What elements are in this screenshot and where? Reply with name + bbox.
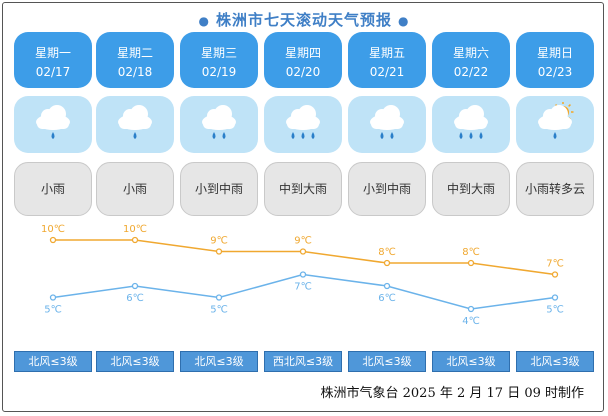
wind-label: 北风≤3级 bbox=[96, 351, 174, 372]
low-temp-point bbox=[49, 294, 57, 301]
high-temp-point bbox=[131, 236, 139, 244]
low-temp-label: 5℃ bbox=[546, 305, 564, 316]
high-temp-label: 10℃ bbox=[41, 224, 65, 235]
high-temp-label: 8℃ bbox=[378, 247, 396, 258]
low-temp-label: 7℃ bbox=[294, 282, 312, 293]
high-temp-label: 7℃ bbox=[546, 259, 564, 270]
date-label: 02/20 bbox=[285, 65, 321, 79]
weekday-label: 星期四 bbox=[284, 46, 321, 60]
rain-to-cloudy-icon bbox=[516, 96, 594, 153]
wind-label: 北风≤3级 bbox=[516, 351, 594, 372]
wind-label: 北风≤3级 bbox=[432, 351, 510, 372]
low-temp-label: 6℃ bbox=[378, 293, 396, 304]
weather-description: 小雨 bbox=[96, 162, 174, 216]
weather-description: 中到大雨 bbox=[432, 162, 510, 216]
low-temp-point bbox=[131, 282, 139, 290]
day-header: 星期四 02/20 bbox=[264, 32, 342, 88]
weekday-label: 星期二 bbox=[116, 46, 153, 60]
low-temp-point bbox=[383, 282, 391, 290]
weekday-label: 星期一 bbox=[34, 46, 71, 60]
title-dot-right: ● bbox=[398, 14, 410, 28]
weather-description: 小到中雨 bbox=[180, 162, 258, 216]
weather-description: 中到大雨 bbox=[264, 162, 342, 216]
raindrop-icon bbox=[222, 132, 226, 139]
low-temp-label: 5℃ bbox=[44, 305, 62, 316]
heavy-rain-icon bbox=[264, 96, 342, 153]
wind-label: 北风≤3级 bbox=[14, 351, 92, 372]
date-label: 02/23 bbox=[537, 65, 573, 79]
high-temp-point bbox=[551, 271, 559, 278]
high-temp-label: 9℃ bbox=[210, 236, 228, 247]
low-temp-point bbox=[299, 271, 307, 278]
moderate-rain-icon bbox=[348, 96, 426, 153]
raindrop-icon bbox=[133, 132, 137, 139]
wind-label: 西北风≤3级 bbox=[264, 351, 342, 372]
high-temp-point bbox=[49, 236, 57, 244]
cloud-icon bbox=[538, 105, 572, 130]
wind-label: 北风≤3级 bbox=[180, 351, 258, 372]
weekday-label: 星期日 bbox=[536, 46, 573, 60]
raindrop-icon bbox=[212, 132, 216, 139]
light-rain-icon bbox=[96, 96, 174, 153]
high-temp-point bbox=[299, 248, 307, 255]
date-label: 02/21 bbox=[369, 65, 405, 79]
cloud-icon bbox=[370, 105, 404, 130]
low-temp-label: 6℃ bbox=[126, 293, 144, 304]
raindrop-icon bbox=[51, 132, 55, 139]
weekday-label: 星期五 bbox=[368, 46, 405, 60]
day-header: 星期五 02/21 bbox=[348, 32, 426, 88]
day-header: 星期日 02/23 bbox=[516, 32, 594, 88]
title-text: 株洲市七天滚动天气预报 bbox=[215, 11, 392, 29]
low-temp-point bbox=[467, 305, 475, 313]
low-temp-label: 4℃ bbox=[462, 316, 480, 327]
issuer-footer: 株洲市气象台 2025 年 2 月 17 日 09 时制作 bbox=[320, 386, 585, 401]
light-rain-icon bbox=[14, 96, 92, 153]
date-label: 02/19 bbox=[201, 65, 237, 79]
cloud-icon bbox=[36, 105, 70, 130]
wind-label: 北风≤3级 bbox=[348, 351, 426, 372]
low-temp-label: 5℃ bbox=[210, 305, 228, 316]
day-header: 星期三 02/19 bbox=[180, 32, 258, 88]
raindrop-icon bbox=[311, 132, 315, 139]
cloud-icon bbox=[118, 105, 152, 130]
page-title: ● 株洲市七天滚动天气预报 ● bbox=[0, 9, 608, 30]
low-temp-point bbox=[215, 294, 223, 301]
raindrop-icon bbox=[380, 132, 384, 139]
high-temp-label: 9℃ bbox=[294, 236, 312, 247]
high-temp-label: 8℃ bbox=[462, 247, 480, 258]
date-label: 02/17 bbox=[35, 65, 71, 79]
weekday-label: 星期六 bbox=[452, 46, 489, 60]
cloud-icon bbox=[286, 105, 320, 130]
low-temp-point bbox=[551, 294, 559, 301]
weather-description: 小到中雨 bbox=[348, 162, 426, 216]
date-label: 02/18 bbox=[117, 65, 153, 79]
high-temp-point bbox=[215, 248, 223, 255]
raindrop-icon bbox=[390, 132, 394, 139]
raindrop-icon bbox=[459, 132, 463, 139]
weather-description: 小雨转多云 bbox=[516, 162, 594, 216]
high-temp-point bbox=[467, 259, 475, 267]
temperature-chart: 10℃ 5℃ 10℃ 6℃ 9℃ 5℃ 9℃ 7℃ 8℃ 6℃ 8℃ 4℃ 7℃ 5℃ bbox=[41, 224, 564, 327]
forecast-frame bbox=[2, 2, 604, 412]
high-temp-label: 10℃ bbox=[123, 224, 147, 235]
day-header: 星期二 02/18 bbox=[96, 32, 174, 88]
raindrop-icon bbox=[479, 132, 483, 139]
day-header: 星期一 02/17 bbox=[14, 32, 92, 88]
day-header: 星期六 02/22 bbox=[432, 32, 510, 88]
cloud-icon bbox=[454, 105, 488, 130]
date-label: 02/22 bbox=[453, 65, 489, 79]
raindrop-icon bbox=[291, 132, 295, 139]
weather-description: 小雨 bbox=[14, 162, 92, 216]
raindrop-icon bbox=[301, 132, 305, 139]
heavy-rain-icon bbox=[432, 96, 510, 153]
high-temp-point bbox=[383, 259, 391, 267]
raindrop-icon bbox=[469, 132, 473, 139]
moderate-rain-icon bbox=[180, 96, 258, 153]
raindrop-icon bbox=[553, 132, 557, 139]
cloud-icon bbox=[202, 105, 236, 130]
weekday-label: 星期三 bbox=[200, 46, 237, 60]
title-dot-left: ● bbox=[198, 14, 210, 28]
